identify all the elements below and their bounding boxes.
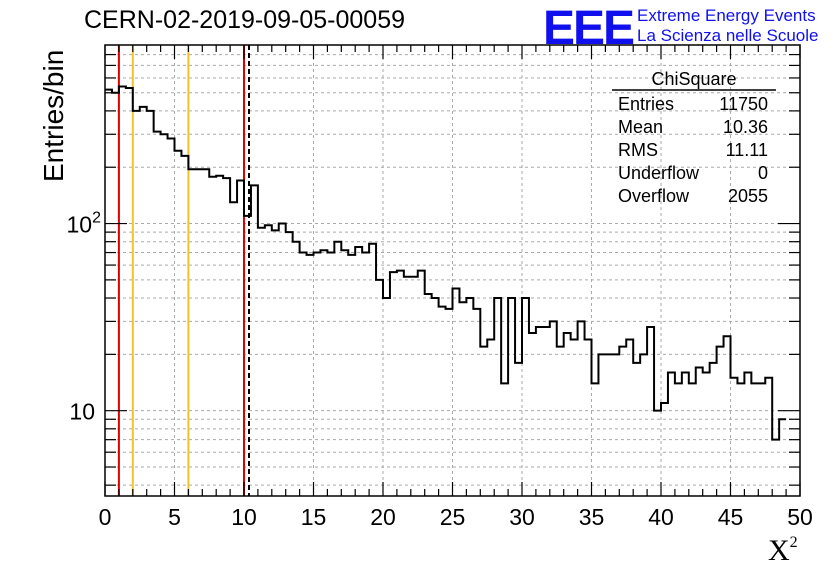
stats-row-value: 10.36 bbox=[723, 117, 768, 137]
y-tick-label: 102 bbox=[67, 210, 102, 238]
y-tick-label-base: 10 bbox=[67, 212, 93, 238]
stats-title: ChiSquare bbox=[651, 69, 736, 89]
histogram-series bbox=[105, 85, 787, 441]
x-axis-label-exponent: 2 bbox=[789, 534, 798, 551]
x-tick-label: 50 bbox=[787, 504, 813, 530]
chart-title: CERN-02-2019-09-05-00059 bbox=[84, 6, 406, 34]
stats-row-value: 11.11 bbox=[726, 140, 768, 160]
x-tick-label: 25 bbox=[440, 504, 466, 530]
x-tick-label: 15 bbox=[301, 504, 327, 530]
x-tick-label: 40 bbox=[648, 504, 674, 530]
x-axis-label-text: X bbox=[768, 534, 790, 567]
stats-row-value: 2055 bbox=[728, 186, 768, 206]
x-tick-label: 35 bbox=[579, 504, 605, 530]
logo-line-1: Extreme Energy Events bbox=[637, 6, 816, 25]
x-tick-label: 0 bbox=[99, 504, 112, 530]
stats-row-label: RMS bbox=[618, 140, 658, 160]
x-axis-label: X2 bbox=[768, 534, 798, 568]
stats-row-label: Mean bbox=[618, 117, 663, 137]
x-tick-label: 5 bbox=[168, 504, 181, 530]
logo-line-2: La Scienza nelle Scuole bbox=[637, 26, 819, 45]
stats-row-label: Overflow bbox=[618, 186, 690, 206]
plot-area bbox=[105, 45, 800, 496]
x-tick-label: 45 bbox=[718, 504, 744, 530]
stats-row-value: 11750 bbox=[719, 94, 768, 114]
x-tick-label: 10 bbox=[231, 504, 257, 530]
y-tick-label-exponent: 2 bbox=[92, 210, 101, 227]
stats-row-label: Entries bbox=[618, 94, 674, 114]
x-tick-label: 30 bbox=[509, 504, 535, 530]
y-tick-label: 10 bbox=[69, 399, 95, 425]
x-tick-label: 20 bbox=[370, 504, 396, 530]
stats-row-label: Underflow bbox=[618, 163, 700, 183]
stats-row-value: 0 bbox=[758, 163, 768, 183]
